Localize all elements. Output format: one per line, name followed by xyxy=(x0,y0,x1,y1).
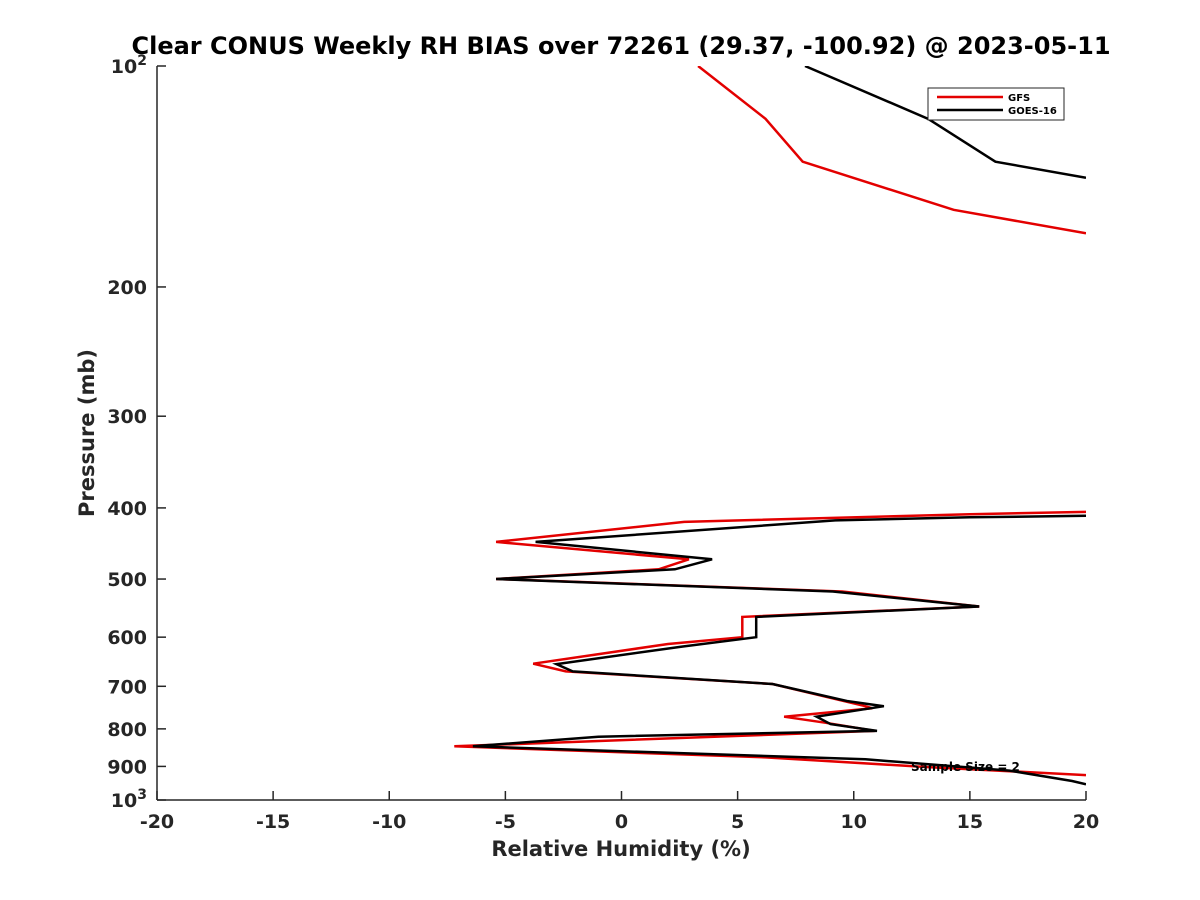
legend-goes16-label: GOES-16 xyxy=(1008,106,1057,117)
legend-gfs-label: GFS xyxy=(1008,93,1030,104)
series-line-goes16 xyxy=(804,66,1086,180)
y-tick-label: 600 xyxy=(107,627,147,649)
legend: GFS GOES-16 xyxy=(927,87,1065,121)
x-tick-label: 15 xyxy=(957,811,983,833)
x-tick-label: 10 xyxy=(841,811,867,833)
x-tick-label: -15 xyxy=(256,811,290,833)
y-tick-label: 102 xyxy=(111,53,147,78)
y-tick-label: 500 xyxy=(107,569,147,591)
x-tick-label: 5 xyxy=(731,811,744,833)
x-tick-label: 20 xyxy=(1073,811,1099,833)
y-tick-label: 103 xyxy=(111,787,147,812)
y-tick-label: 300 xyxy=(107,406,147,428)
series-line-gfs xyxy=(697,66,1086,235)
x-tick-label: -20 xyxy=(140,811,174,833)
y-axis-label: Pressure (mb) xyxy=(75,349,99,517)
sample-size-annotation: Sample Size = 2 xyxy=(911,760,1020,774)
chart-title: Clear CONUS Weekly RH BIAS over 72261 (2… xyxy=(131,32,1110,60)
x-axis-label: Relative Humidity (%) xyxy=(491,837,750,861)
legend-box xyxy=(927,87,1065,121)
plot-area: -20 -15 -10 -5 0 5 10 15 20 102 200 300 400 500 600 700… xyxy=(107,53,1099,833)
y-tick-label: 700 xyxy=(107,676,147,698)
x-tick-label: -10 xyxy=(372,811,406,833)
y-tick-label: 800 xyxy=(107,719,147,741)
x-tick-label: -5 xyxy=(495,811,516,833)
series-line-gfs xyxy=(454,510,1086,777)
y-tick-label: 900 xyxy=(107,756,147,778)
x-tick-label: 0 xyxy=(615,811,628,833)
series-line-goes16 xyxy=(472,514,1086,786)
y-tick-label: 400 xyxy=(107,498,147,520)
y-tick-label: 200 xyxy=(107,277,147,299)
